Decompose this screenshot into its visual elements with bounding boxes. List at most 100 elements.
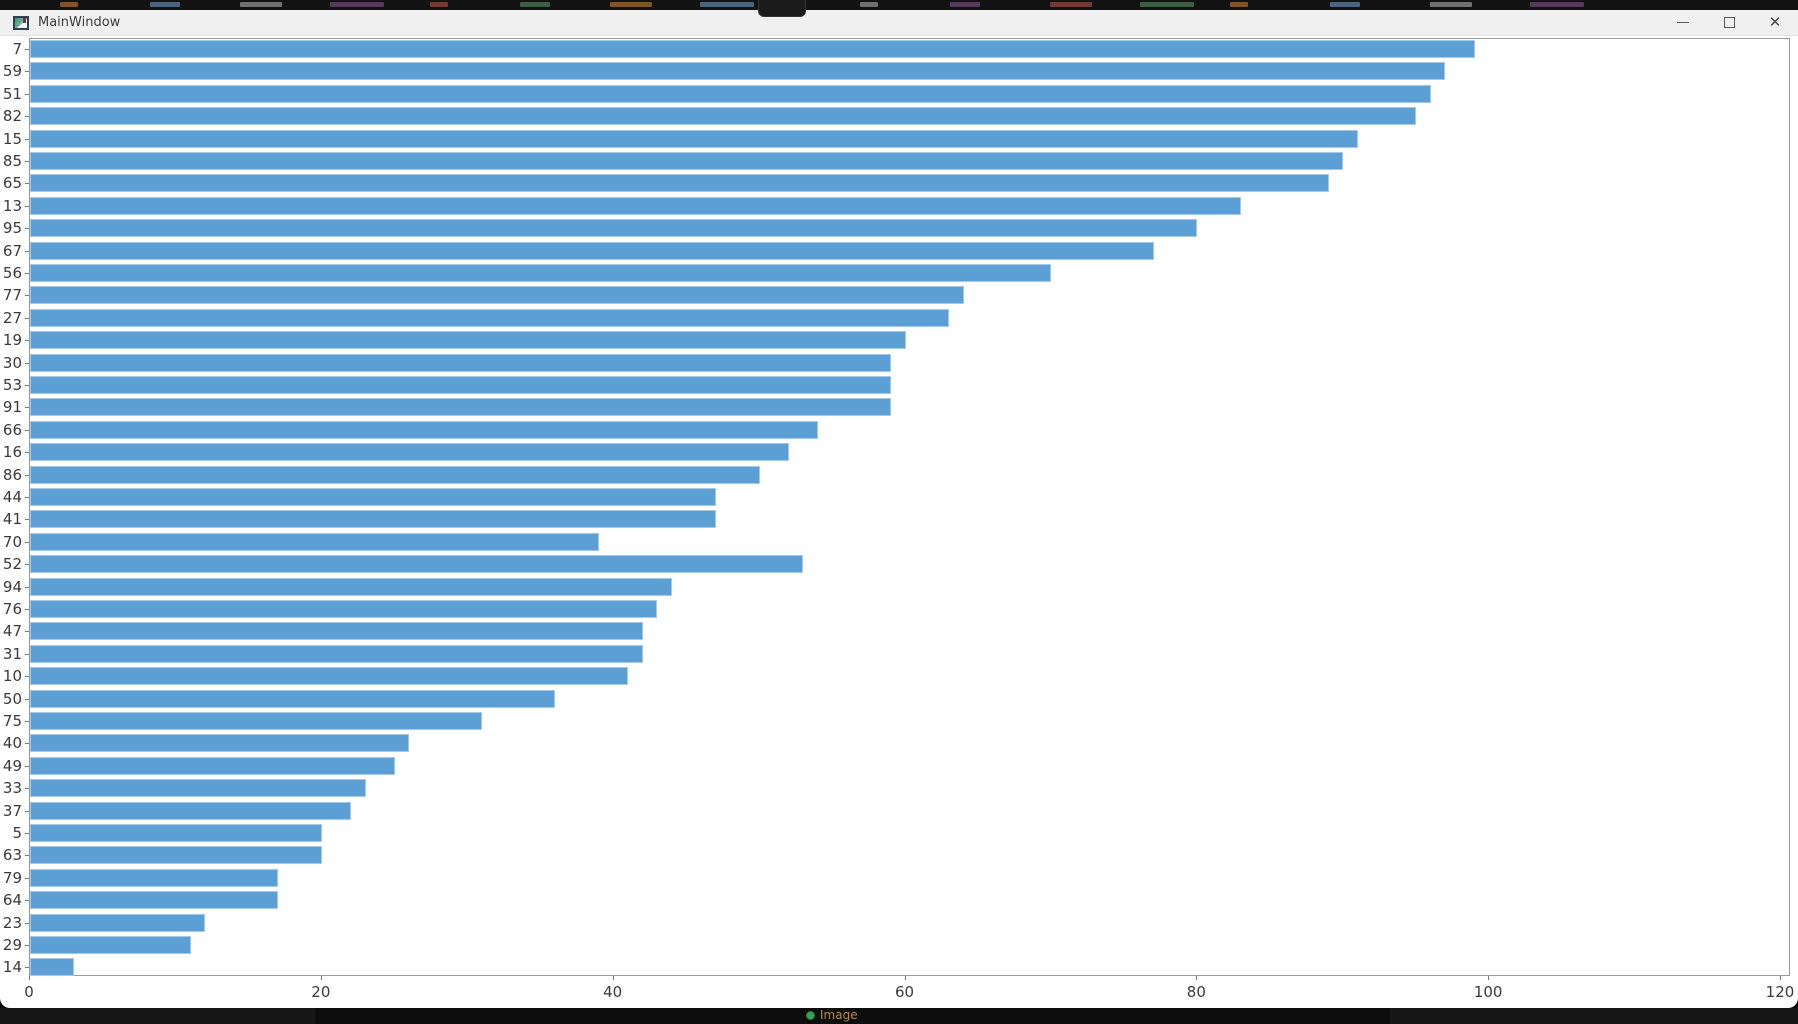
x-tick: [612, 976, 614, 980]
x-tick: [320, 976, 322, 980]
right-spine: [1789, 38, 1790, 975]
y-tick-label: 47: [2, 622, 22, 641]
y-tick: [25, 295, 29, 297]
background-window-fragment: [330, 2, 384, 7]
bar-33: [30, 779, 366, 798]
y-tick-label: 13: [2, 196, 22, 215]
y-tick-label: 75: [2, 712, 22, 730]
y-tick-label: 66: [2, 420, 22, 439]
background-window-fragment: [1330, 2, 1360, 7]
window-titlebar[interactable]: MainWindow ✕: [0, 10, 1798, 36]
maximize-button[interactable]: [1706, 10, 1752, 35]
bar-56: [30, 264, 1052, 282]
bar-7: [30, 40, 1475, 58]
bar-76: [30, 600, 658, 618]
y-tick-label: 79: [2, 868, 22, 887]
background-window-fragment: [520, 2, 550, 7]
y-tick-label: 76: [2, 600, 22, 618]
y-tick: [25, 810, 29, 812]
bar-50: [30, 689, 556, 708]
bar-30: [30, 353, 891, 372]
bar-15: [30, 129, 1358, 148]
window-controls: ✕: [1660, 10, 1798, 35]
y-tick: [25, 698, 29, 700]
y-tick-label: 70: [2, 532, 22, 551]
y-tick: [25, 273, 29, 274]
x-tick-label: 80: [1186, 983, 1206, 1001]
maximize-icon: [1723, 17, 1735, 28]
bar-67: [30, 241, 1154, 260]
bar-49: [30, 756, 395, 775]
y-tick-label: 23: [2, 913, 22, 932]
y-tick-label: 14: [2, 958, 22, 977]
minimize-button[interactable]: [1660, 10, 1706, 35]
close-button[interactable]: ✕: [1752, 10, 1798, 35]
y-tick: [25, 452, 29, 454]
bar-44: [30, 488, 716, 506]
y-tick: [25, 250, 29, 252]
y-tick: [25, 429, 29, 431]
y-tick: [25, 586, 29, 588]
y-tick-label: 51: [2, 84, 22, 103]
x-tick-label: 20: [311, 983, 331, 1001]
y-tick: [25, 967, 29, 969]
y-tick-label: 16: [2, 443, 22, 462]
bar-64: [30, 891, 279, 910]
bar-51: [30, 84, 1431, 103]
background-window-fragment: [1230, 2, 1248, 7]
y-tick: [25, 609, 29, 610]
y-tick: [25, 900, 29, 902]
y-tick: [25, 922, 29, 924]
y-tick: [25, 519, 29, 521]
y-tick-label: 85: [2, 152, 22, 170]
y-tick-label: 64: [2, 891, 22, 910]
top-spine: [29, 38, 1790, 39]
bottom-spine: [29, 975, 1790, 976]
y-tick-label: 77: [2, 286, 22, 305]
y-tick-label: 67: [2, 241, 22, 260]
y-tick: [25, 317, 29, 319]
y-tick: [25, 49, 29, 50]
y-tick: [25, 721, 29, 722]
bar-37: [30, 801, 352, 820]
close-icon: ✕: [1768, 13, 1782, 31]
background-window-fragment: [1530, 2, 1584, 7]
background-window-fragment: [950, 2, 980, 7]
y-tick-label: 7: [12, 40, 22, 58]
left-spine: [29, 38, 30, 975]
y-tick-label: 5: [12, 824, 22, 842]
screen-top-tab: [758, 0, 806, 17]
y-tick: [25, 855, 29, 857]
taskbar-app-label: Image: [820, 1008, 858, 1022]
y-tick: [25, 945, 29, 946]
y-tick: [25, 407, 29, 409]
bar-85: [30, 152, 1344, 170]
x-tick-label: 40: [603, 983, 623, 1001]
bar-75: [30, 712, 483, 730]
y-tick-label: 53: [2, 376, 22, 394]
minimize-icon: [1677, 22, 1689, 23]
y-tick-label: 10: [2, 667, 22, 686]
y-tick: [25, 93, 29, 95]
background-window-fragment: [430, 2, 448, 7]
y-tick-label: 40: [2, 734, 22, 753]
y-tick: [25, 541, 29, 543]
y-tick: [25, 833, 29, 834]
y-tick-label: 94: [2, 577, 22, 596]
y-tick-label: 49: [2, 756, 22, 775]
y-tick: [25, 564, 29, 566]
bar-40: [30, 734, 410, 753]
y-tick: [25, 765, 29, 767]
y-tick: [25, 228, 29, 230]
y-tick-label: 30: [2, 353, 22, 372]
bar-63: [30, 846, 322, 865]
taskbar-app[interactable]: Image: [806, 1009, 858, 1021]
y-tick-label: 56: [2, 264, 22, 282]
background-window-fragment: [240, 2, 282, 7]
background-window-fragment: [60, 2, 78, 7]
y-tick-label: 95: [2, 219, 22, 238]
bar-66: [30, 420, 818, 439]
y-tick-label: 86: [2, 465, 22, 484]
x-tick-label: 120: [1765, 983, 1795, 1001]
bar-chart: 7 59 51 82 15 85 65 13 95 67 56 77 27 19 30 53 91 66 16 86 4…: [0, 36, 1798, 1008]
